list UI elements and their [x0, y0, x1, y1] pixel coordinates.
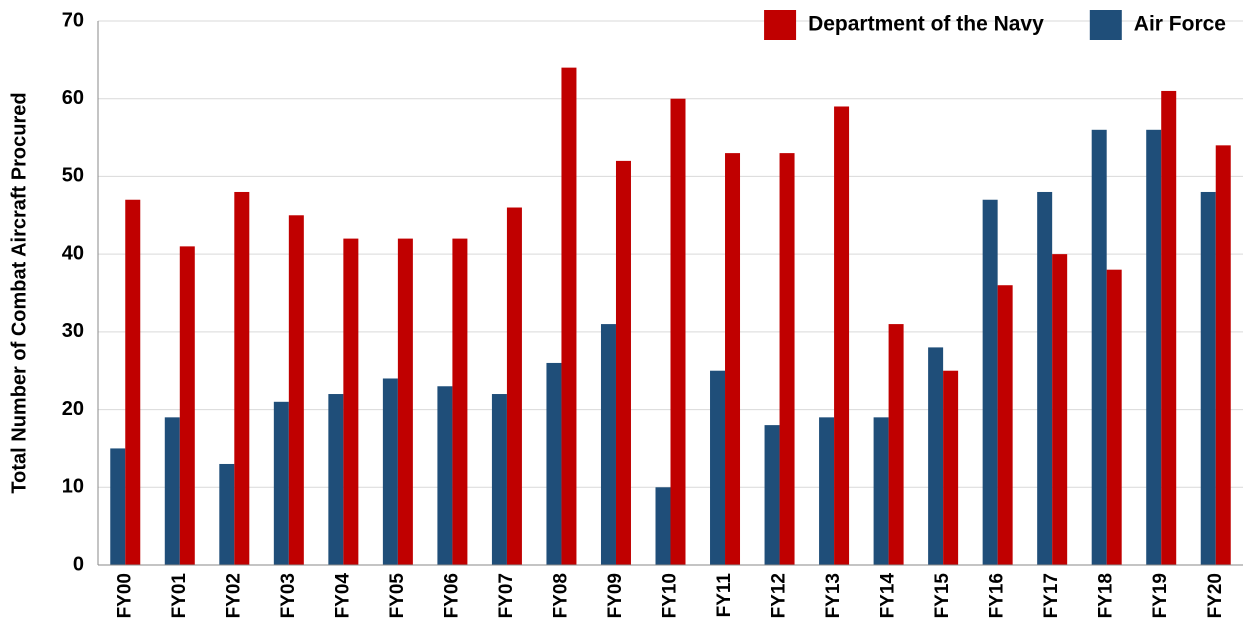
x-tick-label: FY10	[660, 573, 681, 618]
y-tick-label: 20	[62, 398, 84, 420]
bar	[710, 370, 726, 565]
bar	[834, 106, 850, 565]
bar	[1106, 269, 1122, 565]
y-tick-label: 60	[62, 87, 84, 109]
bar	[110, 448, 126, 565]
bar	[234, 191, 250, 565]
bar	[1052, 254, 1068, 565]
bar	[928, 347, 944, 565]
x-tick-label: FY11	[714, 573, 735, 618]
bar	[1161, 90, 1177, 565]
x-tick-label: FY05	[387, 573, 408, 619]
bar	[764, 425, 780, 565]
bar	[506, 207, 522, 565]
legend-swatch	[1089, 10, 1122, 40]
x-tick-label: FY09	[605, 573, 626, 618]
y-tick-label: 40	[62, 242, 84, 264]
bar	[725, 153, 741, 565]
y-tick-label: 10	[62, 476, 84, 498]
bar	[125, 199, 141, 565]
y-tick-label: 70	[62, 9, 84, 31]
bar	[561, 67, 577, 565]
y-tick-label: 0	[73, 553, 84, 575]
bar	[655, 487, 671, 565]
bar	[779, 153, 795, 565]
bar	[600, 324, 616, 565]
x-tick-label: FY02	[223, 573, 244, 618]
x-tick-label: FY14	[878, 573, 899, 619]
x-tick-label: FY17	[1041, 573, 1062, 618]
x-tick-label: FY01	[169, 573, 190, 619]
bar	[1091, 129, 1107, 566]
bar	[1146, 129, 1162, 566]
x-tick-label: FY06	[441, 573, 462, 618]
x-tick-label: FY12	[769, 573, 790, 618]
bar	[382, 378, 398, 565]
x-tick-label: FY20	[1205, 573, 1226, 618]
x-tick-label: FY07	[496, 573, 517, 618]
x-tick-label: FY04	[332, 573, 353, 619]
bar	[1037, 191, 1053, 565]
bar	[437, 386, 453, 565]
bar	[943, 370, 959, 565]
bar	[819, 417, 835, 565]
bar	[397, 238, 413, 565]
bar	[452, 238, 468, 565]
bar	[670, 98, 686, 565]
y-axis-label: Total Number of Combat Aircraft Procured	[8, 92, 30, 493]
bar	[164, 417, 180, 565]
x-tick-label: FY15	[932, 573, 953, 619]
legend-label: Department of the Navy	[808, 13, 1044, 36]
bar	[982, 199, 998, 565]
legend-swatch	[764, 10, 797, 40]
bar	[888, 324, 904, 565]
bar	[343, 238, 359, 565]
bar	[1200, 191, 1216, 565]
bar	[179, 246, 195, 565]
x-tick-label: FY18	[1096, 573, 1117, 618]
x-tick-label: FY16	[987, 573, 1008, 618]
bar	[288, 215, 304, 566]
bar	[219, 463, 235, 565]
legend-label: Air Force	[1134, 13, 1226, 36]
bar	[1215, 145, 1231, 566]
bar	[273, 401, 289, 565]
y-tick-label: 30	[62, 320, 84, 342]
x-tick-label: FY08	[550, 573, 571, 618]
x-tick-label: FY19	[1150, 573, 1171, 618]
bar	[873, 417, 889, 565]
bar	[615, 160, 631, 565]
bar	[328, 394, 344, 565]
x-tick-label: FY13	[823, 573, 844, 618]
bar	[491, 394, 507, 565]
bar	[997, 285, 1013, 565]
bar	[546, 362, 562, 565]
x-tick-label: FY03	[278, 573, 299, 618]
y-tick-label: 50	[62, 165, 84, 187]
x-tick-label: FY00	[114, 573, 135, 618]
